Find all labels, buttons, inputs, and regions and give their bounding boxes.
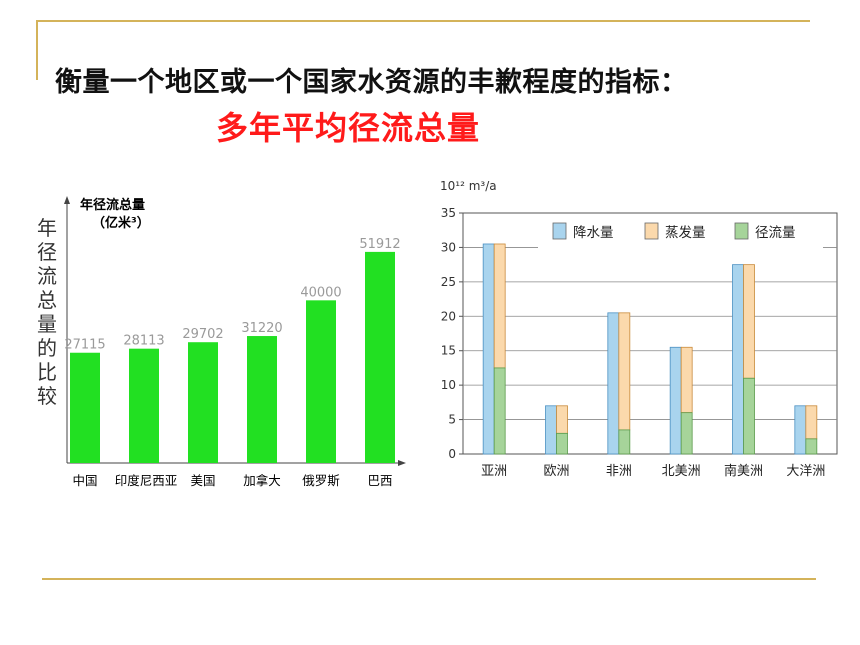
chart2-y-tick-label: 30 xyxy=(441,240,456,254)
chart1-bar xyxy=(70,353,100,463)
chart2-legend-swatch xyxy=(553,223,566,239)
chart2-bar-evaporation xyxy=(681,347,692,412)
chart2-bar-evaporation xyxy=(619,313,630,430)
chart2-category-label: 非洲 xyxy=(606,464,632,479)
runoff-country-chart: 年径流总量 （亿米³） 年径流总量的比较 27115 中国 28113 印度尼西亚 29… xyxy=(0,180,420,500)
chart2-category-label: 大洋洲 xyxy=(786,464,825,479)
chart2-bar-runoff xyxy=(494,368,505,454)
slide-heading: 衡量一个地区或一个国家水资源的丰歉程度的指标： xyxy=(55,60,688,99)
chart2-bar-evaporation xyxy=(557,406,568,434)
chart2-y-tick-label: 0 xyxy=(448,447,456,461)
slide-subheading: 多年平均径流总量 xyxy=(216,103,480,149)
chart1-data-label: 29702 xyxy=(182,327,223,342)
chart1-category-label: 美国 xyxy=(190,473,215,488)
chart1-data-label: 31220 xyxy=(241,321,282,336)
chart2-bar-runoff xyxy=(744,378,755,454)
chart2-bar-runoff xyxy=(806,439,817,454)
chart1-bar xyxy=(129,349,159,463)
chart1-category-label: 加拿大 xyxy=(243,473,281,488)
chart2-y-tick-label: 20 xyxy=(441,309,456,323)
chart2-y-tick-label: 25 xyxy=(441,275,456,289)
chart2-y-tick-label: 15 xyxy=(441,344,456,358)
chart1-x-axis-arrow xyxy=(398,460,406,466)
chart1-ylabel-line2: （亿米³） xyxy=(92,215,150,231)
chart1-category-label: 巴西 xyxy=(367,473,392,488)
chart2-category-label: 北美洲 xyxy=(662,464,701,479)
chart2-bar-precipitation xyxy=(733,265,744,454)
chart1-data-label: 28113 xyxy=(123,334,164,349)
chart2-bar-precipitation xyxy=(795,406,806,454)
chart2-legend-label: 降水量 xyxy=(573,225,614,241)
chart2-bar-runoff xyxy=(619,430,630,454)
chart2-y-tick-label: 10 xyxy=(441,378,456,392)
chart2-category-label: 欧洲 xyxy=(543,464,569,479)
chart1-y-axis-arrow xyxy=(64,196,70,204)
chart2-legend-swatch xyxy=(645,223,658,239)
bottom-accent-line xyxy=(42,578,816,580)
top-accent-line xyxy=(38,20,810,22)
chart1-bar xyxy=(247,336,277,463)
chart2-bar-precipitation xyxy=(546,406,557,454)
chart1-title: 年径流总量的比较 xyxy=(37,216,57,408)
chart1-category-label: 印度尼西亚 xyxy=(115,473,178,488)
chart2-legend-label: 径流量 xyxy=(755,225,796,241)
chart1-data-label: 51912 xyxy=(359,237,400,252)
chart2-bar-runoff xyxy=(557,433,568,454)
continent-water-chart: 10¹² m³/a 0 5 10 15 20 25 30 35 亚洲 欧洲 非洲 北美洲 南美洲 大洋洲… xyxy=(420,175,850,495)
chart2-bar-evaporation xyxy=(806,406,817,439)
chart2-bar-runoff xyxy=(681,413,692,454)
chart2-bar-precipitation xyxy=(670,347,681,454)
chart1-data-label: 40000 xyxy=(300,285,341,300)
chart2-y-tick-label: 5 xyxy=(448,413,456,427)
chart2-bar-precipitation xyxy=(608,313,619,454)
chart1-bar xyxy=(306,300,336,463)
chart1-category-label: 中国 xyxy=(72,473,97,488)
chart2-category-label: 亚洲 xyxy=(481,464,507,479)
left-accent-line xyxy=(36,20,38,80)
chart1-category-label: 俄罗斯 xyxy=(302,473,340,488)
chart1-bar xyxy=(365,252,395,463)
chart2-legend-swatch xyxy=(735,223,748,239)
chart1-bar xyxy=(188,342,218,463)
chart2-y-tick-label: 35 xyxy=(441,206,456,220)
chart2-plot-frame xyxy=(463,213,837,454)
chart1-data-label: 27115 xyxy=(64,338,105,353)
chart2-unit-label: 10¹² m³/a xyxy=(440,179,497,193)
chart2-bar-evaporation xyxy=(494,244,505,368)
chart2-bar-precipitation xyxy=(483,244,494,454)
chart2-legend-label: 蒸发量 xyxy=(665,225,706,241)
chart2-category-label: 南美洲 xyxy=(724,463,763,479)
chart2-bar-evaporation xyxy=(744,265,755,379)
chart1-ylabel-line1: 年径流总量 xyxy=(80,197,145,213)
